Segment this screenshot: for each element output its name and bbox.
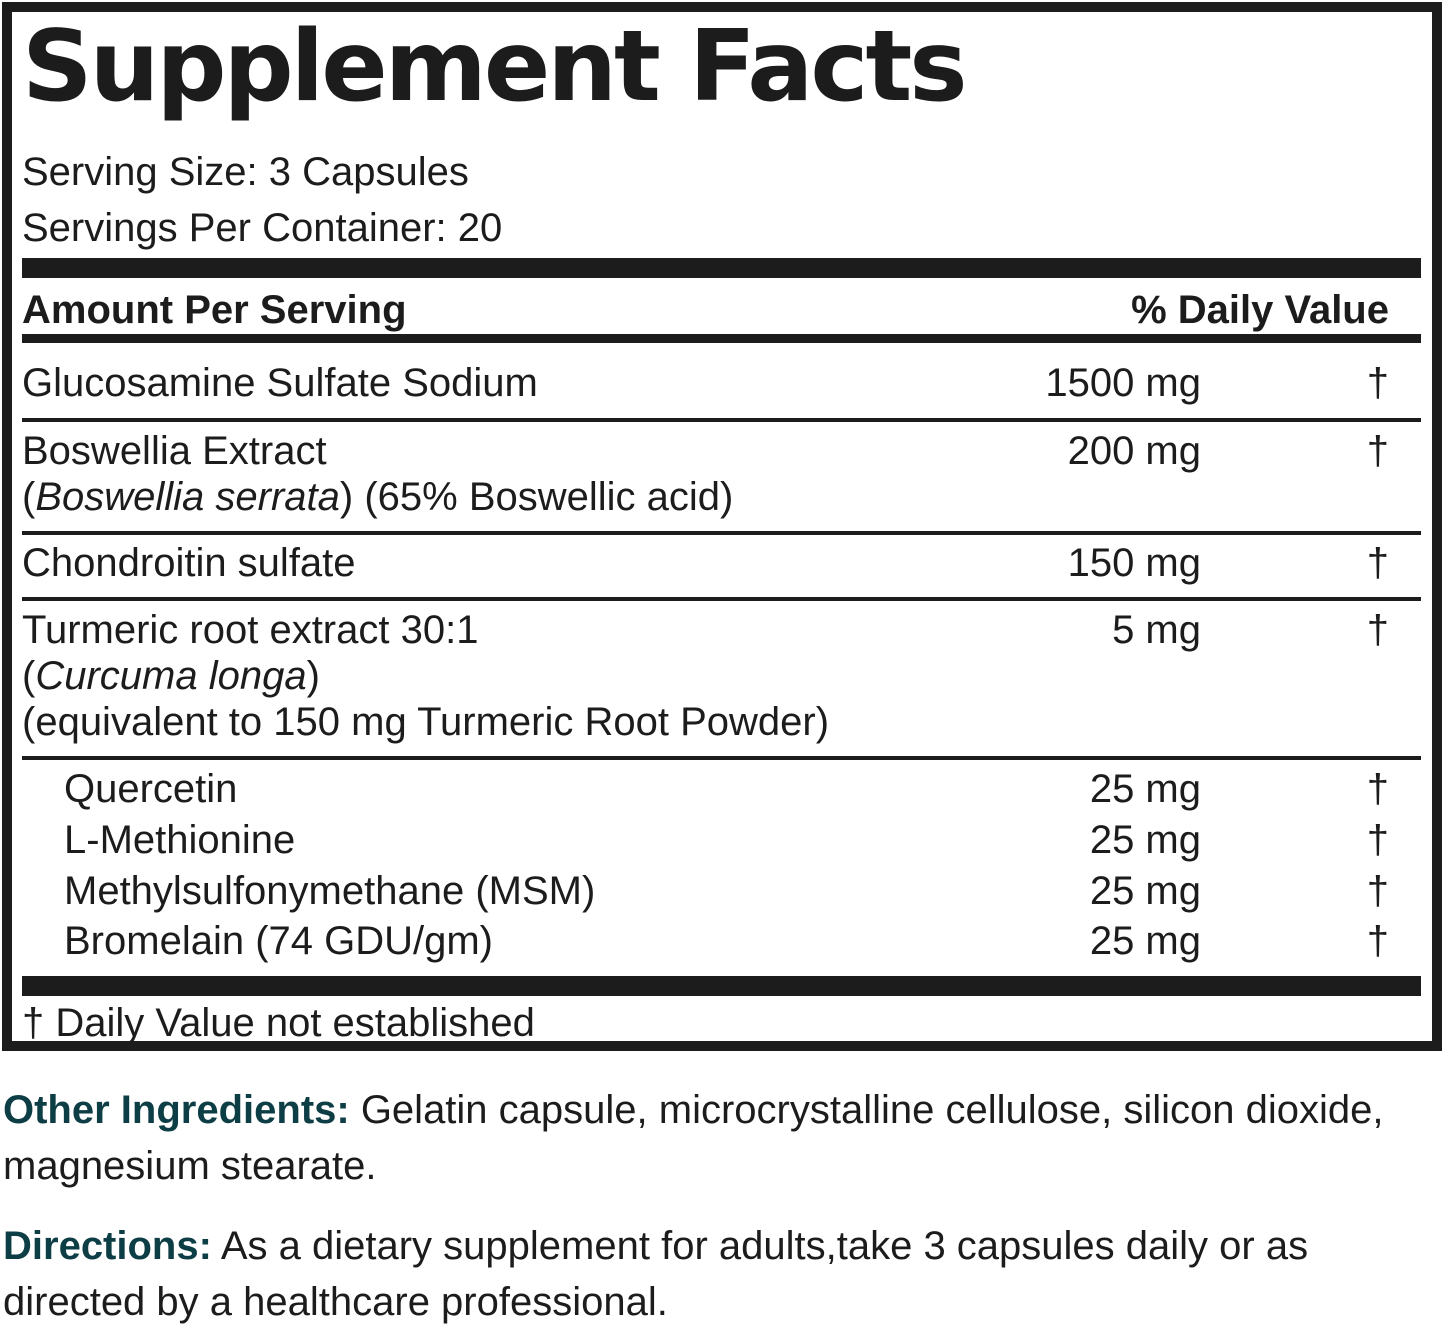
dagger-icon: †: [1366, 818, 1389, 862]
daily-value-footnote: † Daily Value not established: [22, 1001, 535, 1045]
dagger-icon: †: [1366, 869, 1389, 913]
ingredient-name: Glucosamine Sulfate Sodium: [22, 361, 538, 405]
divider-thin: [22, 756, 1421, 760]
ingredient-source: (Curcuma longa): [22, 654, 320, 698]
daily-value-header: % Daily Value: [1131, 288, 1389, 332]
ingredient-amount: 1500 mg: [1045, 361, 1201, 405]
ingredient-name: Bromelain (74 GDU/gm): [64, 919, 494, 963]
divider-thick: [22, 976, 1421, 996]
ingredient-amount: 150 mg: [1067, 541, 1201, 585]
supplement-facts-panel: Supplement Facts Serving Size: 3 Capsule…: [2, 2, 1442, 1051]
ingredient-name: Quercetin: [64, 767, 238, 811]
divider-thin: [22, 597, 1421, 601]
ingredient-name: L-Methionine: [64, 818, 296, 862]
ingredient-name: Chondroitin sulfate: [22, 541, 356, 585]
directions-label: Directions:: [3, 1224, 212, 1268]
dagger-icon: †: [1366, 541, 1389, 585]
ingredient-amount: 25 mg: [1089, 919, 1201, 963]
panel-title: Supplement Facts: [22, 10, 968, 124]
directions-text: As a dietary supplement for adults,take …: [3, 1224, 1309, 1324]
other-ingredients-text: Gelatin capsule, microcrystalline cellul…: [3, 1088, 1384, 1188]
serving-size: Serving Size: 3 Capsules: [22, 150, 469, 194]
dagger-icon: †: [1366, 767, 1389, 811]
divider-thin: [22, 418, 1421, 422]
ingredient-equivalent: (equivalent to 150 mg Turmeric Root Powd…: [22, 700, 830, 744]
ingredient-amount: 25 mg: [1089, 818, 1201, 862]
servings-per-container: Servings Per Container: 20: [22, 206, 503, 250]
ingredient-name: Turmeric root extract 30:1: [22, 608, 479, 652]
divider-thick: [22, 258, 1421, 278]
directions: Directions: As a dietary supplement for …: [3, 1218, 1443, 1330]
dagger-icon: †: [1366, 608, 1389, 652]
dagger-icon: †: [1366, 361, 1389, 405]
ingredient-amount: 5 mg: [1112, 608, 1201, 652]
ingredient-amount: 25 mg: [1089, 767, 1201, 811]
dagger-icon: †: [1366, 429, 1389, 473]
other-ingredients-label: Other Ingredients:: [3, 1088, 350, 1132]
supplement-facts-content: Supplement Facts Serving Size: 3 Capsule…: [22, 10, 1421, 1045]
ingredient-amount: 25 mg: [1089, 869, 1201, 913]
divider-medium: [22, 334, 1421, 343]
botanical-name: Boswellia serrata: [35, 475, 340, 519]
botanical-name: Curcuma longa: [35, 654, 307, 698]
ingredient-name: Methylsulfonymethane (MSM): [64, 869, 596, 913]
ingredient-amount: 200 mg: [1067, 429, 1201, 473]
divider-thin: [22, 531, 1421, 535]
ingredient-name: Boswellia Extract: [22, 429, 327, 473]
ingredient-source: (Boswellia serrata) (65% Boswellic acid): [22, 475, 734, 519]
dagger-icon: †: [1366, 919, 1389, 963]
amount-per-serving-header: Amount Per Serving: [22, 288, 407, 332]
other-ingredients: Other Ingredients: Gelatin capsule, micr…: [3, 1082, 1443, 1194]
